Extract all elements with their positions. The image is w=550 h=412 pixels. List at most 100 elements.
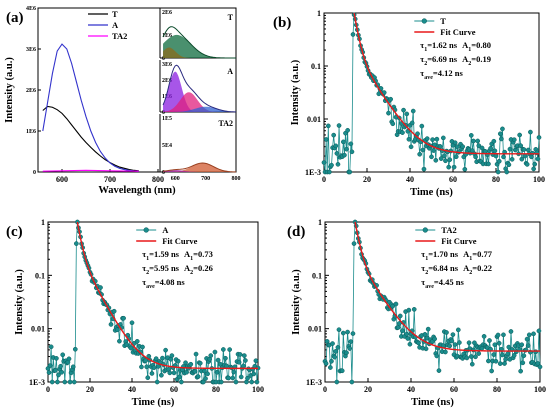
inset-tag: A bbox=[227, 67, 233, 76]
panel-d-legend-marker bbox=[422, 227, 428, 233]
panel-a-xtick-label: 600 bbox=[56, 175, 68, 184]
panel-b-xtick-label: 0 bbox=[322, 175, 326, 184]
panel-b-data-point bbox=[495, 169, 501, 175]
panel-c-data-point bbox=[192, 369, 198, 374]
panel-c-ann-tau2: τ2=5.95 ns A2=0.26 bbox=[142, 263, 213, 276]
panel-d-data-point bbox=[344, 350, 349, 356]
panel-a-ytick-label: 0 bbox=[33, 170, 36, 176]
panel-c-ytick-label: 0.01 bbox=[31, 325, 45, 334]
panel-d-xtick-label: 0 bbox=[323, 385, 327, 394]
panel-b-data-point bbox=[424, 136, 430, 141]
inset-ytick-label: 1E5 bbox=[162, 116, 172, 122]
panel-c-data-point bbox=[129, 320, 135, 326]
panel-b-ann-tau2: τ2=6.69 ns A2=0.19 bbox=[420, 54, 491, 67]
panel-b-data-point bbox=[336, 123, 342, 128]
inset-ytick-label: 1E6 bbox=[162, 33, 172, 39]
panel-b-data-point bbox=[501, 154, 506, 160]
panel-c-data-point bbox=[227, 347, 232, 352]
panel-b-data-point bbox=[532, 161, 538, 167]
panel-d-data-point bbox=[501, 332, 506, 338]
panel-c-data-point bbox=[124, 342, 130, 347]
panel-c-data-point bbox=[231, 369, 237, 375]
panel-b-data-point bbox=[415, 131, 420, 137]
panel-c-data-point bbox=[159, 372, 164, 378]
panel-c-data-point bbox=[58, 363, 63, 369]
panel-d-data-point bbox=[518, 368, 524, 374]
panel-c-data-point bbox=[251, 371, 257, 377]
panel-c-data-point bbox=[139, 364, 144, 370]
panel-d-data-point bbox=[432, 336, 437, 342]
panel-d-data-point bbox=[407, 341, 413, 347]
panel-a-ytick-label: 2E6 bbox=[26, 88, 36, 94]
panel-a-ylabel: Intensity (a.u.) bbox=[4, 57, 15, 123]
panel-a-legend-label: T bbox=[112, 9, 118, 19]
panel-b-data-point bbox=[462, 166, 468, 172]
panel-b-data-point bbox=[491, 138, 497, 144]
panel-c-legend-label-data: A bbox=[162, 225, 169, 235]
panel-d-data-point bbox=[330, 341, 335, 346]
panel-c-data-point bbox=[71, 379, 77, 385]
panel-b-data-point bbox=[521, 147, 527, 152]
panel-b-data-point bbox=[341, 139, 346, 145]
panel-c-data-point bbox=[143, 358, 148, 363]
panel-c-letter: (c) bbox=[6, 224, 23, 240]
panel-b-data-point bbox=[405, 128, 411, 134]
panel-b-legend-marker bbox=[421, 18, 427, 24]
panel-a-legend-label: TA2 bbox=[112, 31, 127, 41]
panel-c-data-point bbox=[59, 369, 65, 375]
panel-b-data-point bbox=[499, 136, 504, 142]
panel-b-data-point bbox=[452, 140, 458, 146]
panel-b-ytick-label: 0.1 bbox=[311, 62, 321, 71]
panel-c-xlabel: Time (ns) bbox=[132, 397, 175, 408]
panel-d-data-point bbox=[323, 361, 329, 366]
inset-peak-fill bbox=[163, 163, 236, 172]
panel-b-data-point bbox=[476, 143, 482, 148]
panel-d-data-point bbox=[524, 336, 530, 342]
panel-b-data-point bbox=[344, 146, 349, 152]
panel-c-data-point bbox=[46, 370, 52, 375]
panel-d-data-point bbox=[455, 327, 461, 333]
panel-b-data-point bbox=[518, 143, 524, 149]
panel-d-data-point bbox=[449, 338, 455, 344]
panel-d-data-point bbox=[397, 313, 403, 319]
inset-ytick-label: 5E4 bbox=[162, 143, 172, 149]
panel-b-data-point bbox=[468, 133, 474, 138]
panel-d-data-point bbox=[492, 342, 498, 348]
inset-peak-fill bbox=[163, 47, 236, 58]
panel-d-data-point bbox=[452, 342, 458, 347]
panel-b-data-point bbox=[331, 132, 337, 138]
panel-c-ann-tau1: τ1=1.59 ns A1=0.73 bbox=[142, 249, 213, 262]
panel-b-data-point bbox=[325, 123, 331, 129]
panel-d-data-point bbox=[495, 332, 501, 338]
panel-b-data-point bbox=[390, 121, 396, 127]
panel-b-xtick-label: 80 bbox=[492, 175, 500, 184]
panel-a-series-a bbox=[42, 43, 139, 172]
inset-envelope bbox=[162, 162, 237, 173]
panel-a-xlabel: Wavelength (nm) bbox=[98, 185, 176, 196]
panel-d-data-point bbox=[345, 329, 350, 335]
panel-c-data-point bbox=[53, 367, 58, 373]
panel-b-xtick-label: 40 bbox=[406, 175, 414, 184]
panel-c-data-point bbox=[237, 352, 243, 357]
panel-b-data-point bbox=[486, 161, 491, 167]
panel-c-data-point bbox=[47, 363, 53, 368]
panel-d-xtick-label: 100 bbox=[534, 385, 546, 394]
panel-c-data-point bbox=[240, 363, 246, 369]
panel-b-data-point bbox=[333, 143, 339, 149]
panel-c-data-point bbox=[169, 353, 175, 358]
panel-d-data-line bbox=[324, 221, 541, 383]
panel-d-legend-label-data: TA2 bbox=[441, 225, 456, 235]
panel-b-data-point bbox=[406, 136, 412, 142]
panel-c-data-point bbox=[154, 379, 160, 385]
panel-c-data-point bbox=[108, 322, 114, 327]
panel-c-data-point bbox=[179, 379, 184, 385]
panel-d-data-point bbox=[486, 358, 491, 364]
panel-c-data-point bbox=[151, 365, 157, 371]
panel-c-data-point bbox=[140, 344, 145, 350]
inset-ytick-label: 0 bbox=[162, 56, 165, 62]
panel-b-data-point bbox=[400, 130, 405, 135]
panel-c-data-point bbox=[149, 371, 155, 376]
panel-b-data-point bbox=[443, 158, 448, 164]
